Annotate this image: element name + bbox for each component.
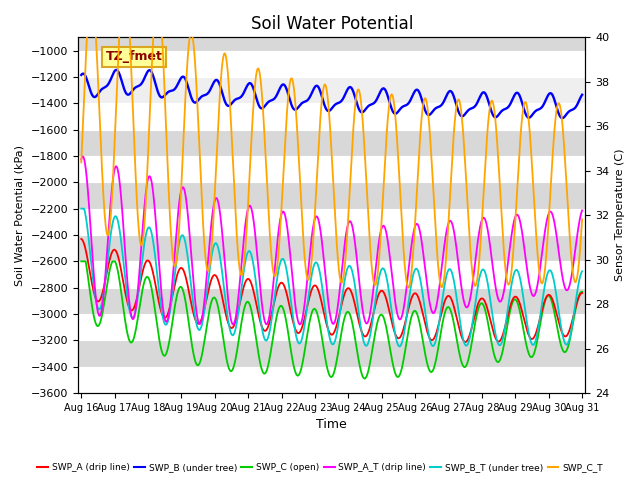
Bar <box>78 367 586 393</box>
Bar <box>78 70 586 110</box>
X-axis label: Time: Time <box>316 419 347 432</box>
Bar <box>78 314 586 340</box>
Bar <box>78 261 586 288</box>
Bar <box>78 50 586 77</box>
Bar <box>78 209 586 235</box>
Text: TZ_fmet: TZ_fmet <box>106 50 163 63</box>
Legend: SWP_A (drip line), SWP_B (under tree), SWP_C (open), SWP_A_T (drip line), SWP_B_: SWP_A (drip line), SWP_B (under tree), S… <box>34 459 606 476</box>
Y-axis label: Soil Water Potential (kPa): Soil Water Potential (kPa) <box>15 145 25 286</box>
Bar <box>78 103 586 130</box>
Y-axis label: Sensor Temperature (C): Sensor Temperature (C) <box>615 149 625 281</box>
Title: Soil Water Potential: Soil Water Potential <box>250 15 413 33</box>
Bar <box>78 156 586 182</box>
